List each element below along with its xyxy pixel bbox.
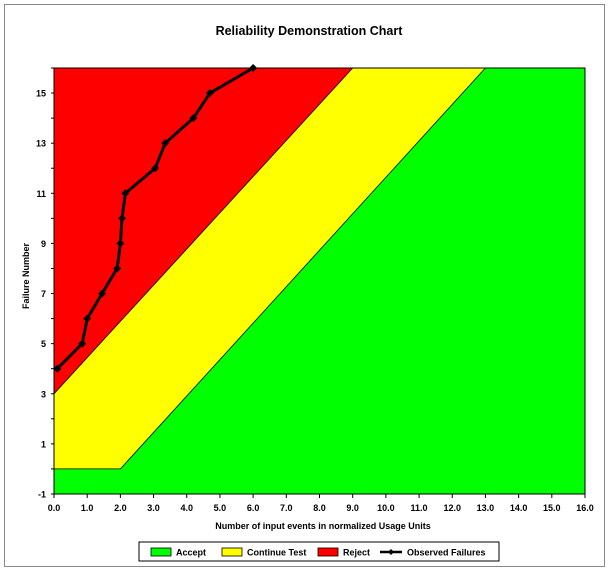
- y-tick-label: 15: [36, 89, 46, 99]
- data-point-8: [121, 189, 130, 198]
- x-tick-label: 3.0: [147, 503, 160, 513]
- data-point-2: [78, 339, 87, 348]
- x-tick-label: 11.0: [411, 503, 428, 513]
- data-point-13: [249, 64, 258, 72]
- x-tick-label: 12.0: [443, 503, 461, 513]
- y-tick-label: 11: [36, 189, 46, 199]
- chart-title: Reliability Demonstration Chart: [216, 24, 404, 38]
- x-tick-label: 16.0: [576, 503, 594, 513]
- y-tick-label: 3: [41, 389, 46, 399]
- accept-boundary-line: [54, 67, 486, 470]
- data-point-3: [83, 314, 92, 323]
- data-point-4: [98, 289, 107, 298]
- x-tick-label: 0.0: [48, 503, 61, 513]
- y-axis-label: Failure Number: [21, 242, 31, 309]
- x-tick-label: 5.0: [214, 503, 227, 513]
- legend-label-accept: Accept: [176, 548, 206, 558]
- data-point-5: [113, 264, 122, 273]
- data-point-9: [151, 164, 160, 173]
- legend-swatch-reject: [317, 547, 339, 557]
- x-tick-label: 9.0: [346, 503, 359, 513]
- x-tick-label: 7.0: [280, 503, 293, 513]
- y-tick-label: 13: [36, 139, 46, 149]
- legend-swatch-continue-test: [221, 547, 243, 557]
- y-tick-label: 9: [41, 239, 46, 249]
- data-point-6: [116, 239, 125, 248]
- x-tick-label: 1.0: [81, 503, 94, 513]
- x-axis-ticks: 0.0 1.0 2.0 3.0 4.0 5.0 6.0 7.0 8.0 9.0 10.0 11.0 12…: [48, 494, 594, 513]
- x-axis-label: Number of input events in normalized Usa…: [215, 521, 431, 531]
- x-tick-label: 8.0: [313, 503, 326, 513]
- data-point-12: [205, 89, 214, 98]
- chart-frame: Reliability Demonstration Chart 0.0 1.0 2.…: [4, 4, 605, 567]
- reject-boundary-line: [53, 67, 353, 395]
- x-tick-label: 13.0: [477, 503, 495, 513]
- legend: Accept Continue Test Reject Observed Failur…: [138, 541, 500, 562]
- reliability-chart: Reliability Demonstration Chart 0.0 1.0 2.…: [21, 24, 594, 562]
- legend-label-observed-failures: Observed Failures: [407, 548, 486, 558]
- legend-marker-observed-failures: [388, 549, 394, 555]
- legend-label-reject: Reject: [343, 548, 370, 558]
- x-tick-label: 10.0: [377, 503, 395, 513]
- y-tick-label: 1: [41, 439, 46, 449]
- plot-area: [53, 64, 586, 495]
- data-point-1: [53, 364, 62, 373]
- data-point-7: [118, 214, 127, 223]
- x-tick-label: 14.0: [510, 503, 528, 513]
- x-tick-label: 2.0: [114, 503, 127, 513]
- x-tick-label: 15.0: [543, 503, 561, 513]
- legend-label-continue-test: Continue Test: [247, 548, 306, 558]
- data-point-11: [189, 114, 198, 123]
- y-tick-label: -1: [38, 490, 46, 500]
- x-tick-label: 6.0: [247, 503, 260, 513]
- data-point-10: [161, 139, 170, 148]
- x-tick-label: 4.0: [180, 503, 193, 513]
- y-tick-label: 7: [41, 289, 46, 299]
- y-tick-label: 5: [41, 339, 46, 349]
- legend-swatch-accept: [150, 547, 172, 557]
